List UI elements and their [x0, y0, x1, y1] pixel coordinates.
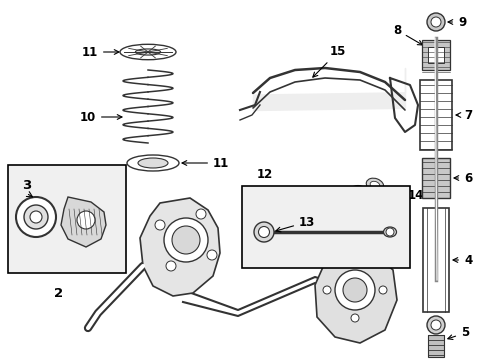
- Ellipse shape: [348, 185, 366, 198]
- Bar: [421, 40, 449, 70]
- Bar: [8, 165, 126, 273]
- Text: 12: 12: [257, 168, 273, 181]
- Text: 8: 8: [392, 23, 422, 45]
- Ellipse shape: [138, 158, 168, 168]
- Ellipse shape: [352, 189, 362, 195]
- Circle shape: [30, 211, 42, 223]
- Ellipse shape: [369, 181, 379, 189]
- Ellipse shape: [135, 49, 160, 55]
- Circle shape: [385, 228, 393, 236]
- Circle shape: [430, 320, 440, 330]
- Bar: [242, 186, 409, 268]
- Text: 11: 11: [182, 157, 229, 170]
- Bar: [427, 335, 443, 357]
- Text: 7: 7: [455, 108, 471, 122]
- Ellipse shape: [362, 198, 371, 206]
- Polygon shape: [61, 197, 106, 247]
- Text: 14: 14: [385, 189, 424, 202]
- Bar: [421, 158, 449, 198]
- Text: 4: 4: [452, 253, 471, 266]
- Ellipse shape: [258, 226, 269, 238]
- Circle shape: [323, 286, 330, 294]
- Circle shape: [155, 220, 164, 230]
- Circle shape: [350, 314, 358, 322]
- Circle shape: [430, 17, 440, 27]
- Text: 15: 15: [312, 45, 346, 77]
- Circle shape: [334, 270, 374, 310]
- Text: 6: 6: [453, 171, 471, 185]
- Ellipse shape: [358, 194, 374, 210]
- Text: 9: 9: [447, 15, 465, 28]
- Polygon shape: [140, 198, 220, 296]
- Circle shape: [163, 218, 207, 262]
- Ellipse shape: [383, 227, 396, 237]
- Ellipse shape: [120, 44, 176, 60]
- Polygon shape: [314, 250, 396, 343]
- Circle shape: [342, 278, 366, 302]
- Circle shape: [172, 226, 200, 254]
- Text: 5: 5: [447, 327, 468, 339]
- Circle shape: [165, 261, 176, 271]
- Ellipse shape: [366, 178, 383, 192]
- Text: 11: 11: [81, 45, 119, 59]
- Text: 3: 3: [22, 179, 31, 192]
- Text: 13: 13: [275, 216, 315, 232]
- Bar: [419, 80, 451, 150]
- Circle shape: [426, 316, 444, 334]
- Circle shape: [77, 211, 95, 229]
- Circle shape: [426, 13, 444, 31]
- Text: 2: 2: [54, 287, 63, 300]
- Circle shape: [350, 258, 358, 266]
- Circle shape: [378, 286, 386, 294]
- Text: 10: 10: [80, 111, 122, 123]
- Circle shape: [196, 209, 205, 219]
- Circle shape: [16, 197, 56, 237]
- Circle shape: [24, 205, 48, 229]
- Ellipse shape: [127, 155, 179, 171]
- Circle shape: [206, 250, 217, 260]
- Ellipse shape: [253, 222, 273, 242]
- Text: 1: 1: [360, 217, 373, 251]
- Bar: [422, 208, 448, 312]
- Bar: [427, 47, 443, 63]
